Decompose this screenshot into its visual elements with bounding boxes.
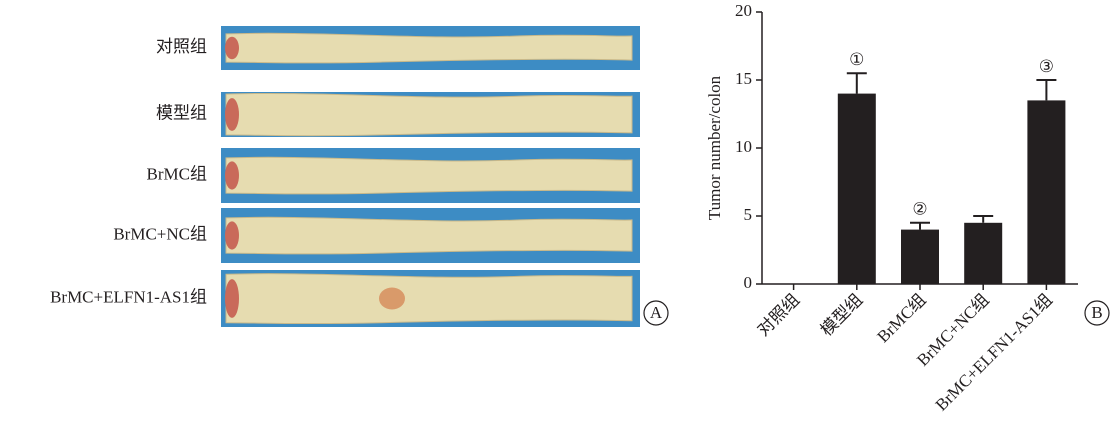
x-tick-label: BrMC组 [873,290,929,346]
colon [226,274,632,324]
bar [838,94,876,284]
y-tick-label: 10 [735,137,752,156]
page: 对照组模型组BrMC组BrMC+NC组BrMC+ELFN1-AS1组 A B T… [0,0,1118,446]
tissue [225,161,239,189]
x-tick-label: 模型组 [817,290,866,339]
tissue [225,98,239,131]
panel-label: A [650,303,663,322]
row-label: 模型组 [156,103,207,122]
bar [901,230,939,284]
colon [226,217,632,254]
error-bar [1036,80,1056,100]
y-tick-label: 15 [735,69,752,88]
error-bar [847,73,867,93]
x-tick-label: 对照组 [754,290,803,339]
row-label: 对照组 [156,37,207,56]
bar [964,223,1002,284]
x-tick-label: BrMC+ELFN1-AS1组 [932,290,1056,414]
row-label: BrMC+ELFN1-AS1组 [50,287,207,306]
bar-annotation: ③ [1039,57,1054,76]
figure: 对照组模型组BrMC组BrMC+NC组BrMC+ELFN1-AS1组 A B T… [0,0,1118,446]
row-label: BrMC组 [147,164,207,183]
y-tick-label: 5 [744,205,753,224]
bar-annotation: ② [912,200,927,219]
tissue [225,37,239,60]
tissue [225,279,239,318]
colon [226,93,632,135]
colon [226,157,632,194]
colon [226,33,632,63]
panel-label: B [1091,303,1102,322]
error-bar [910,223,930,230]
y-tick-label: 20 [735,1,752,20]
bar-annotation: ① [849,50,864,69]
y-axis-label: Tumor number/colon [705,75,724,220]
tissue [225,221,239,249]
bar [1027,100,1065,284]
row-label: BrMC+NC组 [113,224,207,243]
tumor [379,288,405,310]
y-tick-label: 0 [744,273,753,292]
error-bar [973,216,993,223]
